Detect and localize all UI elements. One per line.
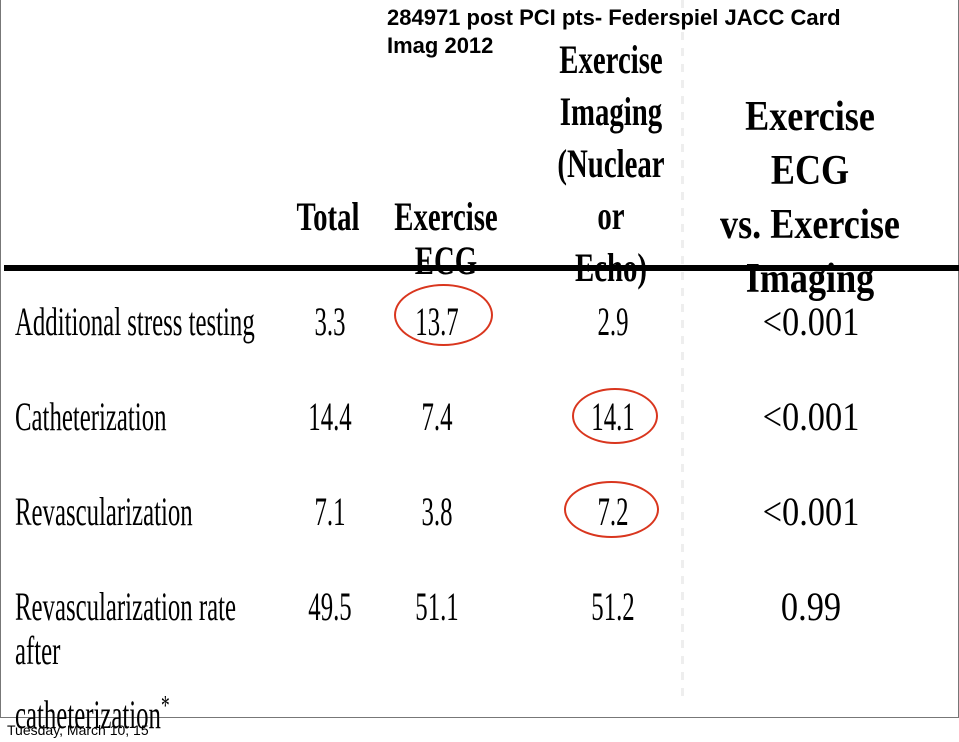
cell-total: 7.1 xyxy=(314,489,346,534)
header-comparison-line-3: Imaging xyxy=(745,256,875,302)
cell-exercise-ecg: 7.4 xyxy=(421,394,453,439)
highlight-circle xyxy=(572,388,658,444)
caption-line-1: 284971 post PCI pts- Federspiel JACC Car… xyxy=(387,5,841,30)
cell-exercise-imaging: 2.9 xyxy=(597,299,629,344)
cell-p-value: <0.001 xyxy=(762,489,860,534)
cell-exercise-ecg: 51.1 xyxy=(415,584,459,629)
cell-p-value: <0.001 xyxy=(762,394,860,439)
row-label: Revascularization xyxy=(15,489,193,534)
footnote-mark: * xyxy=(160,691,170,722)
row-label: Additional stress testing xyxy=(15,299,255,344)
caption-line-2: Imag 2012 xyxy=(387,33,494,58)
header-exercise-imaging-line-1: Exercise xyxy=(559,37,663,82)
header-exercise-imaging: Exercise Imaging (Nuclear or Echo) xyxy=(546,34,676,294)
header-rule xyxy=(4,265,959,271)
row-label: Catheterization xyxy=(15,394,167,439)
cell-p-value: 0.99 xyxy=(780,584,842,629)
header-exercise-ecg: Exercise ECG xyxy=(394,194,498,283)
cell-exercise-imaging: 51.2 xyxy=(591,584,635,629)
header-comparison-line-2: vs. Exercise xyxy=(720,202,900,248)
row-label-line-1: Revascularization rate after xyxy=(15,584,237,673)
column-separator xyxy=(681,0,684,696)
highlight-circle xyxy=(394,284,493,346)
cell-total: 49.5 xyxy=(308,584,352,629)
header-comparison-line-1: Exercise ECG xyxy=(745,94,875,194)
row-label: Revascularization rate after catheteriza… xyxy=(15,585,275,737)
cell-total: 14.4 xyxy=(308,394,352,439)
header-comparison: Exercise ECG vs. Exercise Imaging xyxy=(703,90,918,306)
cell-total: 3.3 xyxy=(314,299,346,344)
highlight-circle xyxy=(564,481,659,538)
cell-p-value: <0.001 xyxy=(762,299,860,344)
row-label-line-2-text: catheterization xyxy=(15,692,161,737)
header-exercise-imaging-line-3: (Nuclear or xyxy=(557,141,665,238)
row-label-line-2: catheterization* xyxy=(15,691,275,737)
header-exercise-imaging-line-2: Imaging xyxy=(559,89,663,134)
header-total: Total xyxy=(296,194,360,239)
slide-caption: 284971 post PCI pts- Federspiel JACC Car… xyxy=(387,4,947,60)
cell-exercise-ecg: 3.8 xyxy=(421,489,453,534)
footer-date: Tuesday, March 10, 15 xyxy=(7,722,149,738)
